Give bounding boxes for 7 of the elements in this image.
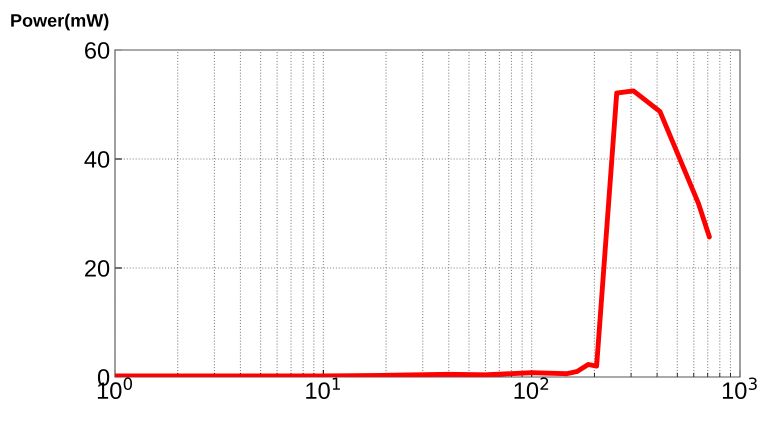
x-tick-label: 10$^{1}$ xyxy=(306,378,340,400)
y-axis-title: Power(mW) xyxy=(11,14,108,30)
x-tick-label: 10$^{3}$ xyxy=(722,377,757,400)
x-tick-label: 10$^{2}$ xyxy=(514,377,548,400)
y-tick-label: 20 xyxy=(85,260,110,277)
y-tick-label: 40 xyxy=(84,151,110,168)
y-tick-label: 60 xyxy=(85,42,110,59)
